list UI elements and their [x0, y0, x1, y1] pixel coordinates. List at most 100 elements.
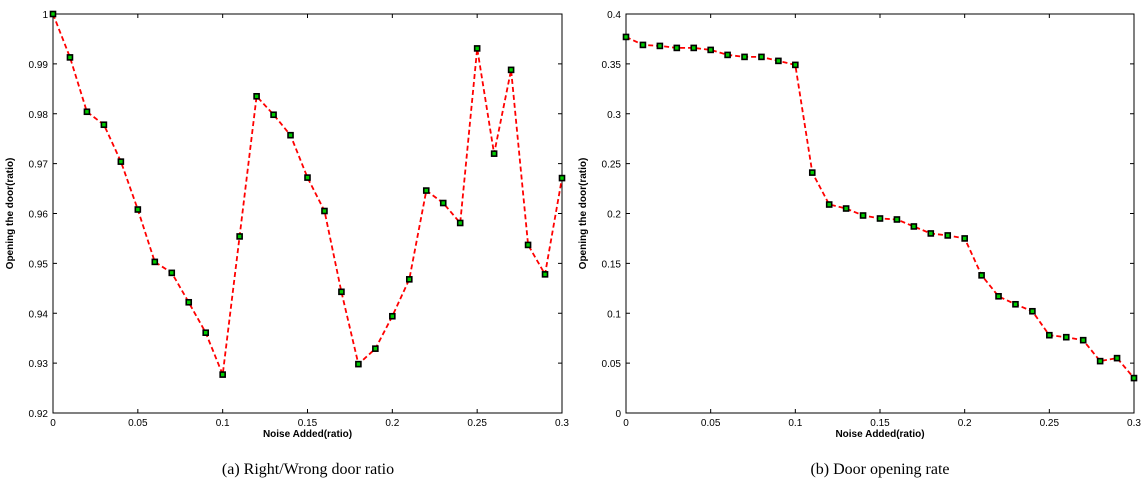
data-point: [995, 292, 1002, 300]
data-point: [321, 207, 328, 215]
data-point: [151, 258, 159, 266]
y-tick-label: 0: [615, 409, 621, 420]
x-axis-label: Noise Added(ratio): [835, 429, 924, 440]
x-tick-label: 0.1: [216, 418, 230, 429]
data-point: [741, 53, 748, 61]
data-point: [456, 219, 464, 227]
data-point: [639, 41, 647, 49]
data-point: [622, 33, 630, 41]
x-tick-label: 0: [50, 418, 56, 429]
x-tick-label: 0.3: [1127, 418, 1141, 429]
y-tick-label: 0.4: [607, 10, 621, 21]
y-tick-label: 0.93: [29, 359, 49, 370]
data-point: [389, 312, 396, 320]
y-tick-label: 0.97: [29, 160, 49, 171]
data-point: [893, 216, 901, 223]
data-point: [978, 272, 985, 279]
data-point: [724, 51, 731, 59]
data-point: [1062, 333, 1070, 341]
y-tick-label: 0.98: [29, 110, 49, 121]
y-tick-label: 0.15: [602, 259, 622, 270]
data-point: [792, 61, 799, 69]
data-point: [1130, 374, 1138, 382]
x-tick-label: 0.3: [555, 418, 569, 429]
data-point: [1029, 307, 1036, 315]
chart-caption: (a) Right/Wrong door ratio: [222, 461, 394, 478]
data-point: [808, 169, 816, 176]
y-tick-label: 0.3: [607, 110, 621, 121]
x-tick-label: 0.05: [701, 418, 721, 429]
x-tick-label: 0.1: [788, 418, 802, 429]
y-tick-label: 0.92: [29, 409, 49, 420]
chart-caption: (b) Door opening rate: [810, 461, 949, 478]
data-point: [490, 150, 498, 157]
data-point: [944, 232, 952, 239]
y-tick-label: 1: [42, 10, 48, 21]
data-point: [524, 241, 532, 249]
x-axis-label: Noise Added(ratio): [263, 429, 352, 440]
plot-frame: [52, 13, 563, 414]
chart-b: 0 0.05 0.1 0.15 0.2 0.25 0.3 0 0.05 0.1 0.15 0.2 0.2…: [578, 10, 1141, 478]
data-point: [83, 108, 91, 116]
x-tick-label: 0.2: [958, 418, 972, 429]
data-point: [758, 53, 765, 61]
data-point: [422, 187, 430, 194]
y-tick-label: 0.99: [29, 60, 49, 71]
x-tick-label: 0: [623, 418, 629, 429]
data-point: [372, 345, 379, 352]
data-point: [1113, 354, 1121, 362]
data-point: [910, 223, 918, 230]
y-tick-label: 0.25: [602, 160, 622, 171]
y-tick-label: 0.96: [29, 210, 49, 221]
data-point: [558, 174, 566, 182]
data-point: [66, 54, 74, 61]
data-point: [876, 215, 884, 222]
data-point: [117, 158, 125, 165]
x-tick-label: 0.25: [1040, 418, 1060, 429]
data-point: [859, 212, 867, 219]
data-point: [473, 45, 481, 52]
data-point: [1096, 357, 1104, 365]
data-point: [270, 111, 277, 119]
chart-a: 0 0.05 0.1 0.15 0.2 0.25 0.3 0.92 0.93 0.94 0.95 0.…: [5, 10, 569, 478]
data-point: [825, 201, 833, 208]
data-point: [1012, 300, 1019, 308]
data-point: [134, 206, 142, 213]
x-tick-label: 0.15: [870, 418, 890, 429]
x-tick-label: 0.2: [385, 418, 399, 429]
data-point: [236, 233, 243, 240]
data-point: [507, 66, 515, 74]
y-tick-label: 0.05: [602, 359, 622, 370]
x-tick-label: 0.05: [128, 418, 148, 429]
data-point: [253, 92, 260, 100]
y-tick-label: 0.94: [29, 309, 49, 320]
y-tick-label: 0.35: [602, 60, 622, 71]
data-point: [168, 269, 176, 277]
data-point: [100, 121, 108, 129]
data-point: [304, 174, 311, 181]
data-point: [439, 199, 447, 207]
data-point: [338, 288, 345, 296]
data-point: [219, 371, 226, 378]
data-point: [49, 10, 57, 18]
data-point: [185, 298, 193, 306]
data-point: [927, 230, 935, 237]
y-tick-label: 0.95: [29, 259, 49, 270]
data-point: [961, 235, 968, 242]
data-point: [287, 131, 294, 139]
y-tick-label: 0.2: [607, 210, 621, 221]
data-point: [656, 42, 664, 50]
data-point: [775, 57, 782, 65]
data-point: [690, 44, 698, 52]
y-axis-label: Opening the door(ratio): [578, 158, 589, 270]
data-point: [673, 44, 681, 52]
data-point: [1079, 336, 1087, 344]
data-point: [707, 46, 714, 54]
x-tick-label: 0.25: [467, 418, 487, 429]
data-point: [842, 205, 850, 212]
x-tick-label: 0.15: [298, 418, 318, 429]
data-point: [1046, 331, 1053, 339]
y-axis-label: Opening the door(ratio): [5, 158, 16, 270]
data-point: [355, 360, 362, 368]
